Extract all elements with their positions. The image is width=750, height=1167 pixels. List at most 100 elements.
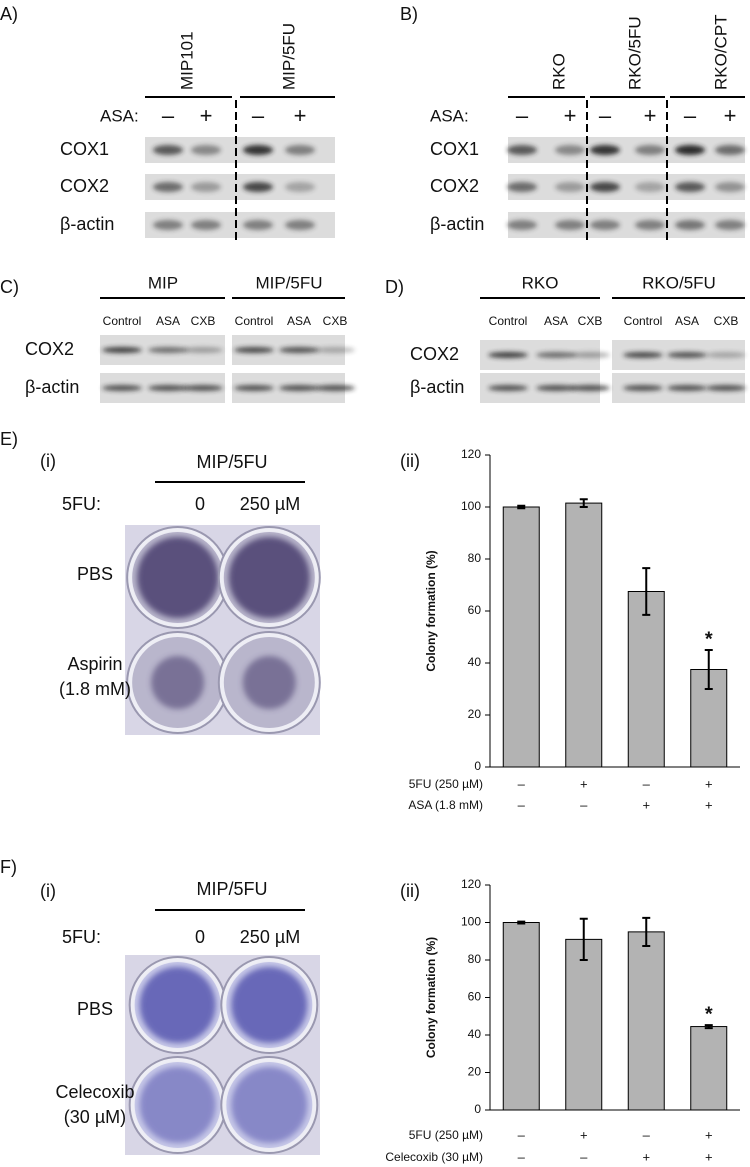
y-tick-label: 60 — [468, 603, 482, 617]
bar — [627, 591, 665, 768]
colonies — [151, 656, 205, 709]
error-bar — [517, 920, 526, 925]
band — [635, 145, 665, 155]
bar — [627, 931, 665, 1111]
error-bar — [704, 649, 713, 690]
band — [234, 385, 274, 391]
band — [667, 385, 707, 391]
condition-sign: + — [580, 1127, 588, 1142]
band — [279, 385, 319, 391]
lane-label: + — [564, 103, 577, 128]
y-tick-label: 80 — [468, 952, 482, 966]
row-label: COX2 — [430, 176, 479, 196]
band — [555, 145, 585, 155]
error-bar — [517, 504, 526, 510]
y-tick-label: 0 — [474, 759, 481, 773]
band — [153, 220, 183, 230]
band — [667, 352, 707, 358]
band — [635, 220, 665, 230]
treatment-label: ASA: — [430, 106, 469, 125]
y-tick-label: 20 — [468, 707, 482, 721]
treatment-label: ASA: — [100, 106, 139, 125]
band — [243, 220, 273, 230]
panel-label: C) — [0, 277, 19, 297]
significance-mark: * — [705, 1003, 713, 1025]
band — [623, 385, 663, 391]
error-bar — [642, 567, 651, 616]
band — [183, 347, 223, 353]
band — [706, 352, 746, 358]
band — [536, 385, 576, 391]
band — [191, 182, 221, 192]
dose-label: 0 — [195, 494, 205, 514]
lane-label: + — [644, 103, 657, 128]
row-label: COX1 — [430, 139, 479, 159]
group-label: MIP/5FU — [279, 23, 298, 90]
colonies — [139, 1067, 216, 1143]
band — [536, 352, 576, 358]
lane-label: Control — [103, 314, 142, 328]
y-tick-label: 40 — [468, 1027, 482, 1041]
band — [279, 347, 319, 353]
condition-sign: – — [580, 797, 588, 812]
group-label: MIP — [148, 273, 178, 292]
blot-strip — [508, 212, 745, 238]
error-bar — [579, 917, 588, 961]
condition-sign: + — [705, 1149, 713, 1164]
band — [675, 145, 705, 155]
row-label: COX2 — [25, 339, 74, 359]
band — [315, 385, 355, 391]
lane-label: – — [599, 103, 612, 128]
y-tick-label: 100 — [461, 499, 481, 513]
blot-strip — [508, 174, 745, 200]
group-label: RKO/5FU — [642, 273, 716, 292]
band — [635, 182, 665, 192]
lane-label: Control — [624, 314, 663, 328]
band — [234, 347, 274, 353]
bar — [565, 502, 603, 768]
significance-mark: * — [705, 628, 713, 650]
colonies — [228, 537, 310, 618]
lane-label: Control — [235, 314, 274, 328]
y-tick-label: 120 — [461, 877, 481, 891]
condition-label: 5FU (250 µM) — [409, 1128, 483, 1142]
row-label: β-actin — [430, 214, 484, 234]
y-axis-label: Colony formation (%) — [424, 937, 438, 1058]
condition-sign: – — [580, 1149, 588, 1164]
band — [570, 385, 610, 391]
row-label: PBS — [77, 999, 113, 1019]
panel-label: A) — [0, 4, 18, 24]
band — [315, 347, 355, 353]
row-label: (30 µM) — [64, 1107, 126, 1127]
band — [488, 385, 528, 391]
band — [715, 182, 745, 192]
lane-label: CXB — [714, 314, 739, 328]
condition-sign: – — [518, 1127, 526, 1142]
band — [623, 352, 663, 358]
band — [183, 385, 223, 391]
condition-sign: – — [518, 776, 526, 791]
y-tick-label: 20 — [468, 1065, 482, 1079]
panel-sublabel: (i) — [40, 451, 56, 471]
band — [675, 220, 705, 230]
band — [148, 347, 188, 353]
dose-label: 0 — [195, 927, 205, 947]
lane-label: ASA — [544, 314, 568, 328]
bar — [565, 938, 603, 1111]
band — [191, 220, 221, 230]
colonies — [139, 967, 216, 1043]
band — [102, 347, 142, 353]
condition-sign: + — [642, 1149, 650, 1164]
panel-label: B) — [400, 4, 418, 24]
band — [590, 182, 620, 192]
row-label: β-actin — [410, 377, 464, 397]
dose-label: 250 µM — [240, 927, 300, 947]
row-label: β-actin — [60, 214, 114, 234]
lane-label: CXB — [191, 314, 216, 328]
condition-sign: + — [705, 797, 713, 812]
panel-label: F) — [0, 857, 17, 877]
band — [102, 385, 142, 391]
group-label: MIP101 — [177, 31, 196, 90]
y-tick-label: 100 — [461, 915, 481, 929]
